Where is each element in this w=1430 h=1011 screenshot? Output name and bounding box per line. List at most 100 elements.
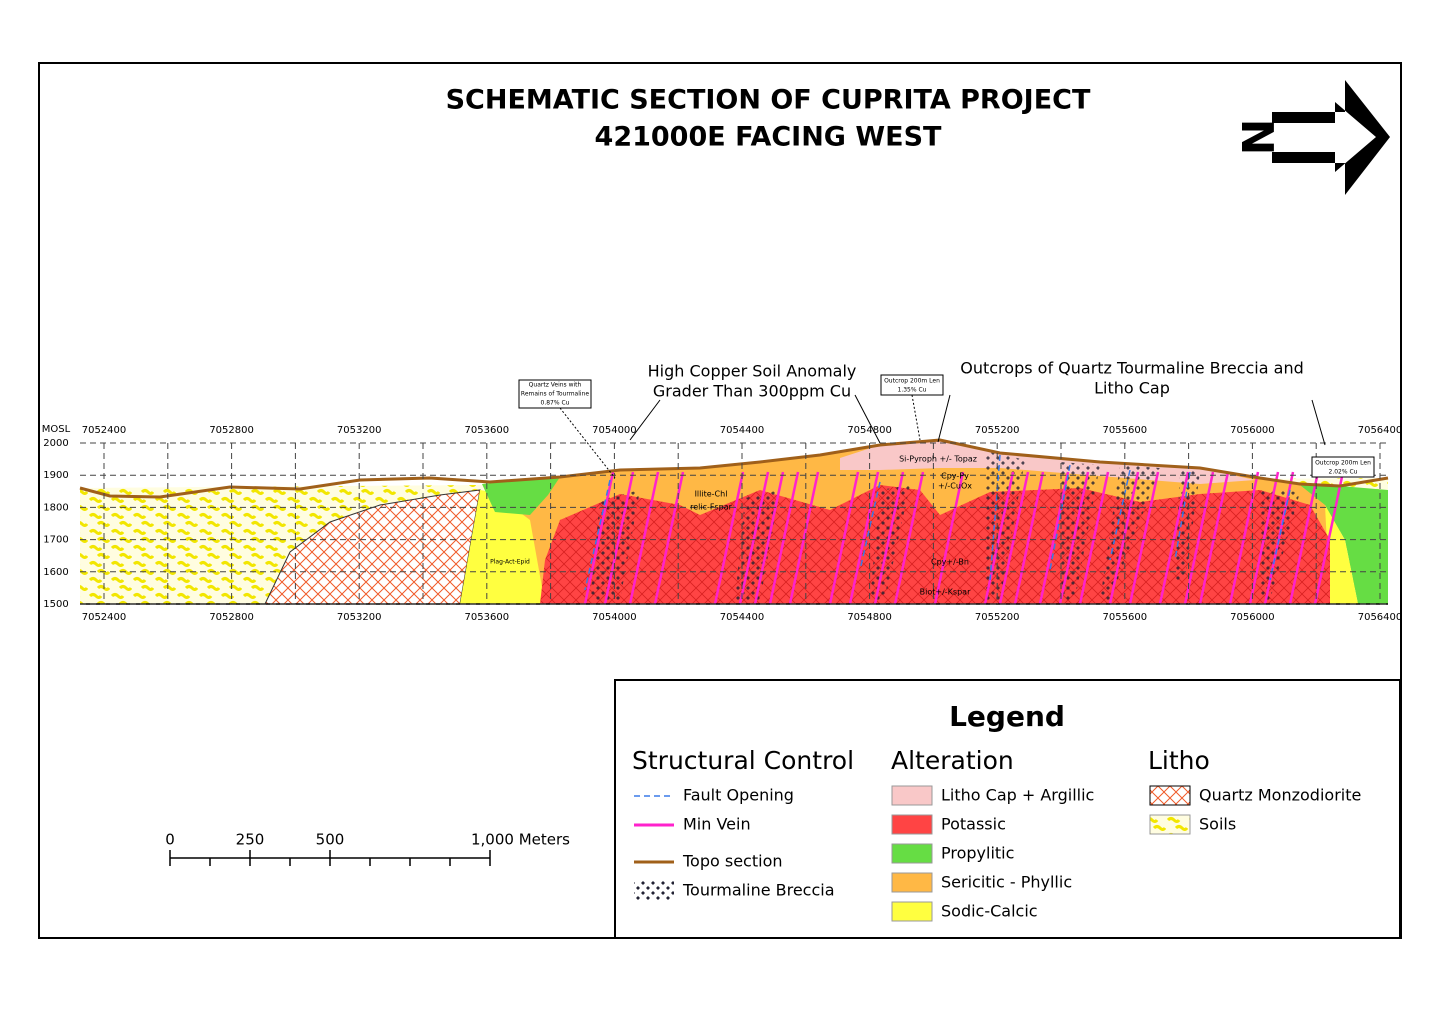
easting-label: 7055600 bbox=[1103, 612, 1148, 623]
zone-label: +/-CuOx bbox=[938, 482, 972, 491]
zone-labels: Si-Pyroph +/- Topaz Cpy-Py +/-CuOx Illit… bbox=[490, 455, 977, 597]
topo-section bbox=[79, 438, 1389, 499]
easting-label: 7054000 bbox=[592, 425, 637, 436]
min-vein bbox=[983, 471, 1015, 605]
min-vein bbox=[713, 471, 745, 605]
easting-label: 7052800 bbox=[209, 612, 254, 623]
note-text: Quartz Veins with bbox=[529, 382, 582, 389]
swatch bbox=[1149, 785, 1191, 806]
easting-label: 7054000 bbox=[592, 612, 637, 623]
sodic-calcic-unit bbox=[1325, 505, 1358, 604]
easting-label: 7055600 bbox=[1103, 425, 1148, 436]
scale-ticks bbox=[169, 850, 491, 866]
min-vein bbox=[1013, 471, 1045, 605]
zone-label: Cpy-Py bbox=[941, 472, 969, 481]
scale-label: 500 bbox=[316, 831, 345, 849]
swatch bbox=[891, 872, 933, 893]
elevation-label: 2000 bbox=[43, 438, 68, 449]
legend-item: Min Vein bbox=[683, 815, 751, 834]
min-vein bbox=[848, 471, 880, 605]
note-text: Remains of Tourmaline bbox=[521, 391, 589, 398]
legend-item: Fault Opening bbox=[683, 786, 794, 805]
min-vein bbox=[1158, 471, 1190, 605]
min-vein bbox=[1248, 471, 1280, 605]
easting-label: 7053200 bbox=[337, 425, 382, 436]
note-box bbox=[518, 379, 592, 409]
easting-label: 7056000 bbox=[1230, 425, 1275, 436]
leader-line bbox=[854, 394, 881, 444]
min-vein bbox=[1078, 471, 1110, 605]
min-vein bbox=[1263, 471, 1295, 605]
zone-label: Cpy+/-Bn bbox=[931, 558, 969, 567]
easting-label: 7055200 bbox=[975, 612, 1020, 623]
zone-label: relic-Fspar bbox=[690, 503, 733, 512]
easting-label: 7055200 bbox=[975, 425, 1020, 436]
swatch bbox=[891, 843, 933, 864]
note-text: Outcrop 200m Len bbox=[1315, 460, 1371, 467]
north-arrow: N bbox=[1231, 80, 1390, 195]
elevation-axis-label: MOSL bbox=[42, 424, 71, 435]
easting-label: 7056000 bbox=[1230, 612, 1275, 623]
min-vein bbox=[1183, 471, 1215, 605]
legend-heading: Litho bbox=[1148, 746, 1210, 775]
swatch bbox=[634, 881, 674, 901]
propylitic-unit bbox=[482, 477, 560, 515]
min-vein bbox=[583, 471, 615, 605]
arrow bbox=[1272, 80, 1390, 195]
swatch bbox=[891, 901, 933, 922]
leader-line bbox=[629, 399, 661, 441]
legend-item: Tourmaline Breccia bbox=[682, 881, 835, 900]
zone-label: Biot+/-Kspar bbox=[920, 588, 971, 597]
legend-item: Quartz Monzodiorite bbox=[1199, 786, 1361, 805]
zone-label: Illite-Chl bbox=[695, 490, 728, 499]
legend-item: Sericitic - Phyllic bbox=[941, 873, 1072, 892]
title: SCHEMATIC SECTION OF CUPRITA PROJECT bbox=[446, 85, 1091, 116]
sodic-calcic-unit bbox=[460, 490, 545, 604]
zone-label: Plag-Act-Epid bbox=[490, 559, 530, 566]
min-vein bbox=[1288, 471, 1320, 605]
easting-label: 7054800 bbox=[847, 612, 892, 623]
callouts: High Copper Soil Anomaly Grader Than 300… bbox=[518, 359, 1375, 479]
section-axes: 2000 1900 1800 1700 1600 1500 MOSL 7052400 70524… bbox=[42, 424, 1402, 623]
note-text: Outcrop 200m Len bbox=[884, 378, 940, 385]
legend-item: Soils bbox=[1199, 815, 1236, 834]
easting-label: 7053200 bbox=[337, 612, 382, 623]
scale-label: 0 bbox=[165, 831, 175, 849]
legend-item: Sodic-Calcic bbox=[941, 902, 1038, 921]
elevation-label: 1800 bbox=[43, 502, 68, 513]
zone-label: Si-Pyroph +/- Topaz bbox=[899, 455, 977, 464]
min-vein bbox=[788, 471, 820, 605]
swatch bbox=[1149, 814, 1191, 835]
elevation-label: 1900 bbox=[43, 470, 68, 481]
easting-label: 7054800 bbox=[847, 425, 892, 436]
callout-text: High Copper Soil Anomaly bbox=[648, 362, 857, 381]
min-vein bbox=[828, 471, 860, 605]
min-vein bbox=[628, 471, 660, 605]
subtitle: 421000E FACING WEST bbox=[595, 122, 942, 153]
easting-label: 7052400 bbox=[82, 612, 127, 623]
min-vein bbox=[1313, 471, 1345, 605]
min-vein bbox=[1108, 471, 1140, 605]
swatch bbox=[891, 814, 933, 835]
note-text: 2.02% Cu bbox=[1329, 469, 1358, 476]
min-vein bbox=[1228, 471, 1260, 605]
note-text: 1.35% Cu bbox=[898, 387, 927, 394]
legend: Legend Structural Control Alteration Lit… bbox=[614, 679, 1401, 939]
legend-title: Legend bbox=[949, 700, 1065, 733]
north-label: N bbox=[1231, 119, 1282, 156]
easting-label: 7053600 bbox=[465, 612, 510, 623]
elevation-label: 1500 bbox=[43, 599, 68, 610]
min-vein bbox=[933, 471, 965, 605]
cross-section bbox=[79, 438, 1389, 605]
legend-heading: Alteration bbox=[891, 746, 1014, 775]
min-vein bbox=[873, 471, 905, 605]
easting-label: 7052800 bbox=[209, 425, 254, 436]
note-box bbox=[1311, 456, 1375, 478]
easting-label: 7056400 bbox=[1358, 612, 1403, 623]
legend-item: Propylitic bbox=[941, 844, 1014, 863]
leader-line bbox=[911, 394, 921, 441]
leader-line bbox=[1311, 399, 1326, 446]
min-vein bbox=[768, 471, 800, 605]
min-vein bbox=[998, 471, 1030, 605]
